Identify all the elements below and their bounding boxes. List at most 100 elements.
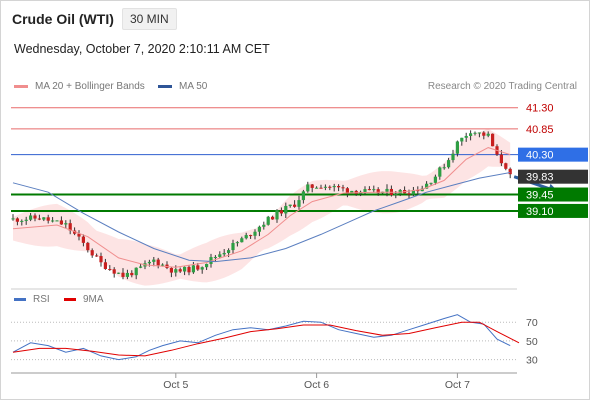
candle-body <box>341 187 345 189</box>
candle-body <box>33 215 37 219</box>
candle-body <box>266 216 270 225</box>
candle-body <box>319 187 323 189</box>
legend-swatch-ma20 <box>14 84 28 88</box>
legend-label-rsi: RSI <box>33 294 50 305</box>
candle-body <box>288 204 292 206</box>
legend-swatch-9ma <box>64 297 76 301</box>
candle-body <box>24 219 28 221</box>
candle-body <box>442 167 446 169</box>
candle-body <box>275 210 279 220</box>
candle-body <box>508 168 512 175</box>
candle-body <box>125 272 129 277</box>
level-label-bg-40.30 <box>518 147 588 162</box>
x-tick-label-2: Oct 7 <box>445 379 470 391</box>
candle-body <box>59 220 63 225</box>
ma20-line <box>12 147 511 268</box>
candle-body <box>108 268 112 270</box>
level-label-bg-39.45 <box>518 187 588 202</box>
candle-body <box>196 265 200 270</box>
rsi-tick-70: 70 <box>526 317 538 329</box>
candle-body <box>416 189 420 192</box>
candle-body <box>11 218 15 220</box>
candle-body <box>323 186 327 188</box>
candle-body <box>482 132 486 136</box>
legend-label-ma20: MA 20 + Bollinger Bands <box>35 81 145 92</box>
candle-body <box>394 194 398 196</box>
candle-body <box>117 272 121 274</box>
candle-body <box>130 272 134 276</box>
candles <box>11 130 512 280</box>
candle-body <box>77 233 81 237</box>
candle-body <box>81 236 85 243</box>
candle-body <box>469 133 473 136</box>
bollinger-band <box>13 128 511 286</box>
rsi-tick-30: 30 <box>526 355 538 367</box>
level-label-39.10: 39.10 <box>526 206 554 218</box>
candle-body <box>37 218 41 220</box>
candle-body <box>257 226 261 232</box>
candle-body <box>420 188 424 192</box>
candle-body <box>279 210 283 214</box>
candle-body <box>363 189 367 192</box>
x-tick-label-0: Oct 5 <box>163 379 188 391</box>
timeframe-button[interactable]: 30 MIN <box>122 8 177 30</box>
candle-body <box>297 200 301 207</box>
legend-item-ma20: MA 20 + Bollinger Bands <box>14 81 145 92</box>
candle-body <box>46 217 50 221</box>
legend-label-ma50: MA 50 <box>179 81 208 92</box>
candle-body <box>504 163 508 169</box>
level-label-40.85: 40.85 <box>526 124 554 136</box>
legend-swatch-rsi <box>14 297 26 301</box>
candle-body <box>249 235 253 237</box>
candle-body <box>178 269 182 272</box>
candle-body <box>372 189 376 191</box>
candle-body <box>271 216 275 220</box>
candle-body <box>240 238 244 243</box>
legend-item-rsi: RSI <box>14 294 50 305</box>
candle-body <box>425 183 429 189</box>
candle-body <box>42 217 46 220</box>
x-tick-label-1: Oct 6 <box>304 379 329 391</box>
candle-body <box>139 266 143 268</box>
candle-body <box>284 205 288 214</box>
legend-swatch-ma50 <box>158 84 172 88</box>
candle-body <box>191 265 195 273</box>
candle-body <box>411 189 415 195</box>
candle-body <box>477 132 481 134</box>
candle-body <box>147 261 151 264</box>
candle-body <box>161 264 165 266</box>
candle-body <box>68 223 72 231</box>
candle-body <box>112 269 116 274</box>
candle-body <box>332 186 336 188</box>
candle-body <box>491 133 495 147</box>
candle-body <box>152 259 156 262</box>
candle-body <box>376 189 380 194</box>
candle-body <box>15 218 19 222</box>
candle-body <box>51 220 55 222</box>
candle-body <box>460 137 464 142</box>
instrument-title: Crude Oil (WTI) <box>12 11 114 27</box>
price-panel: 41.30 40.85 40.30 39.83 39.45 39.10 <box>11 103 588 286</box>
candle-body <box>86 242 90 251</box>
candle-body <box>200 267 204 270</box>
candle-body <box>455 141 459 154</box>
candle-body <box>464 135 468 138</box>
candle-body <box>205 263 209 268</box>
rsi-line <box>12 314 511 361</box>
candle-body <box>253 231 257 236</box>
candle-body <box>169 267 173 273</box>
legend-label-9ma: 9MA <box>83 294 104 305</box>
candle-body <box>407 193 411 195</box>
candle-body <box>310 184 314 188</box>
level-label-41.30: 41.30 <box>526 103 554 115</box>
candle-body <box>213 256 217 258</box>
legend-item-9ma: 9MA <box>64 294 104 305</box>
candle-body <box>99 256 103 263</box>
rsi-tick-50: 50 <box>526 336 538 348</box>
candle-body <box>231 243 235 251</box>
report-datetime: Wednesday, October 7, 2020 2:10:11 AM CE… <box>14 42 270 56</box>
rsi-panel: 70 50 30 <box>11 314 538 367</box>
candle-body <box>174 269 178 273</box>
